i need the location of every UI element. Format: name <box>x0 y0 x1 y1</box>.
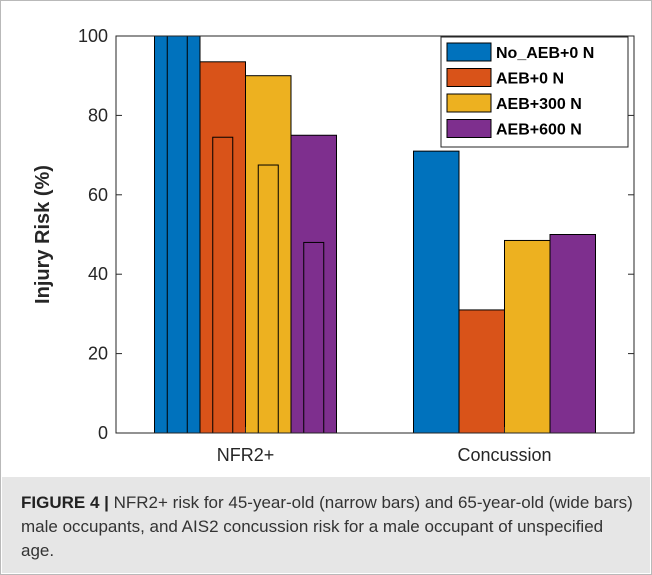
narrow-bar-aeb-300-n-nfr2- <box>257 164 279 434</box>
chart-area: NFR2+ Concussion 0 20 40 60 80 100 Injury Risk … <box>1 1 651 471</box>
legend-label: AEB+300 N <box>496 96 582 113</box>
bar-chart: NFR2+ Concussion 0 20 40 60 80 100 Injury Risk … <box>32 26 635 465</box>
figure-caption: FIGURE 4 | NFR2+ risk for 45-year-old (n… <box>21 491 633 563</box>
y-tick-label: 100 <box>78 26 108 46</box>
narrow-bar-aeb-600-n-nfr2- <box>303 241 325 434</box>
legend-swatch <box>446 68 492 87</box>
narrow-bar-no-aeb-0-n-nfr2- <box>166 35 188 434</box>
legend-label: AEB+600 N <box>496 122 582 139</box>
legend-swatch <box>446 119 492 138</box>
legend-label: AEB+0 N <box>496 71 564 88</box>
y-tick-label: 20 <box>88 344 108 364</box>
y-tick-label: 80 <box>88 105 108 125</box>
bar-aeb-600-n-concussion <box>549 234 596 434</box>
bar-aeb-300-n-concussion <box>504 239 551 434</box>
y-tick-label: 0 <box>98 423 108 443</box>
legend: No_AEB+0 N AEB+0 N AEB+300 N AEB+600 N <box>440 36 629 148</box>
legend-label: No_AEB+0 N <box>496 45 594 62</box>
caption-label: FIGURE 4 | <box>21 493 109 512</box>
legend-swatch <box>446 93 492 113</box>
x-tick-label: Concussion <box>457 445 551 465</box>
narrow-bar-aeb-0-n-nfr2- <box>212 136 234 434</box>
caption-panel: FIGURE 4 | NFR2+ risk for 45-year-old (n… <box>2 477 650 573</box>
legend-swatch <box>446 42 492 62</box>
bar-aeb-0-n-concussion <box>458 309 505 434</box>
y-axis-label: Injury Risk (%) <box>32 165 54 304</box>
y-tick-label: 60 <box>88 185 108 205</box>
x-tick-label: NFR2+ <box>217 445 275 465</box>
y-tick-label: 40 <box>88 264 108 284</box>
caption-text: NFR2+ risk for 45-year-old (narrow bars)… <box>21 493 633 560</box>
bar-no-aeb-0-n-concussion <box>413 150 460 434</box>
axes-box <box>115 35 635 434</box>
